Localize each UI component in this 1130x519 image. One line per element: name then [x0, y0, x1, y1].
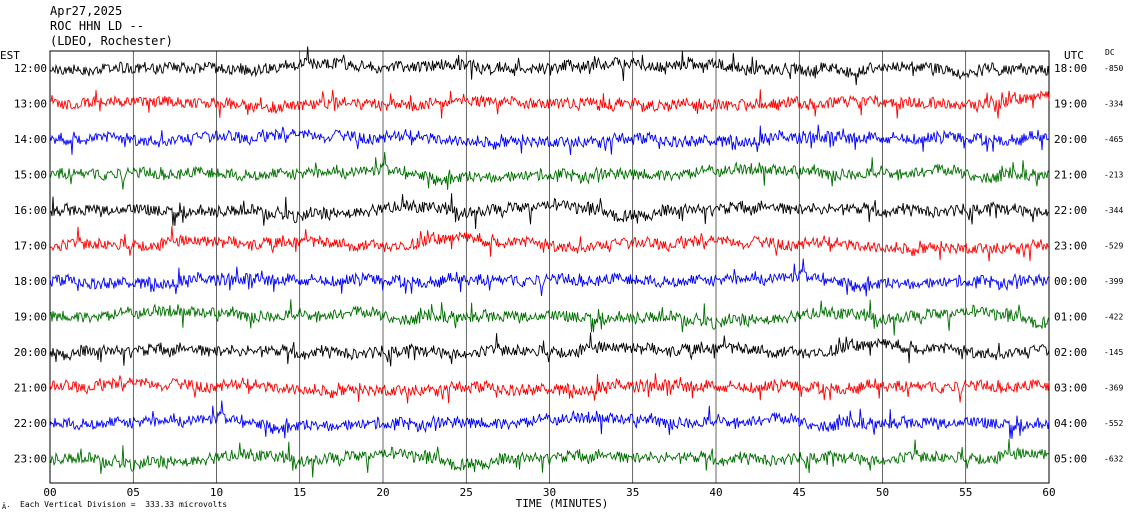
x-tick-label: 40	[709, 486, 722, 499]
row-local-time-label: 22:00	[14, 417, 47, 430]
x-tick-label: 55	[959, 486, 972, 499]
x-axis-title: TIME (MINUTES)	[516, 497, 609, 510]
x-tick-label: 60	[1042, 486, 1055, 499]
seismic-trace	[49, 151, 1050, 190]
x-tick-label: 45	[793, 486, 806, 499]
x-tick-label: 05	[127, 486, 140, 499]
x-tick-label: 00	[43, 486, 56, 499]
row-dc-offset-label: -465	[1104, 135, 1123, 144]
row-local-time-label: 14:00	[14, 133, 47, 146]
row-utc-time-label: 05:00	[1054, 453, 1087, 466]
seismic-trace	[49, 193, 1050, 230]
x-tick-label: 30	[543, 486, 556, 499]
seismic-trace	[49, 225, 1050, 262]
row-dc-offset-label: -369	[1104, 384, 1123, 393]
row-utc-time-label: 01:00	[1054, 311, 1087, 324]
row-local-time-label: 13:00	[14, 98, 47, 111]
row-dc-offset-label: -632	[1104, 455, 1123, 464]
row-dc-offset-label: -850	[1104, 64, 1123, 73]
dc-offset-header: DC	[1105, 48, 1115, 57]
row-utc-time-label: 23:00	[1054, 240, 1087, 253]
seismic-trace	[49, 46, 1050, 86]
row-local-time-label: 17:00	[14, 240, 47, 253]
seismic-trace	[49, 400, 1050, 439]
footer-symbol: Â·	[2, 503, 11, 511]
row-dc-offset-label: -213	[1104, 171, 1123, 180]
row-dc-offset-label: -529	[1104, 242, 1123, 251]
row-local-time-label: 20:00	[14, 346, 47, 359]
row-utc-time-label: 00:00	[1054, 275, 1087, 288]
row-utc-time-label: 04:00	[1054, 417, 1087, 430]
row-utc-time-label: 19:00	[1054, 98, 1087, 111]
utc-timezone-label: UTC	[1064, 49, 1084, 62]
header-date: Apr27,2025	[50, 4, 123, 18]
x-tick-label: 15	[293, 486, 306, 499]
seismic-trace	[49, 258, 1050, 297]
row-utc-time-label: 03:00	[1054, 382, 1087, 395]
row-local-time-label: 19:00	[14, 311, 47, 324]
seismic-trace	[49, 89, 1050, 119]
row-local-time-label: 12:00	[14, 62, 47, 75]
header-station: ROC HHN LD --	[50, 19, 144, 33]
row-utc-time-label: 02:00	[1054, 346, 1087, 359]
row-utc-time-label: 22:00	[1054, 204, 1087, 217]
row-dc-offset-label: -344	[1104, 206, 1123, 215]
row-dc-offset-label: -399	[1104, 277, 1123, 286]
row-local-time-label: 18:00	[14, 275, 47, 288]
x-tick-label: 10	[210, 486, 223, 499]
header-network: (LDEO, Rochester)	[50, 34, 173, 48]
row-utc-time-label: 21:00	[1054, 169, 1087, 182]
x-tick-label: 25	[460, 486, 473, 499]
seismic-trace	[49, 373, 1050, 404]
row-local-time-label: 16:00	[14, 204, 47, 217]
x-tick-label: 35	[626, 486, 639, 499]
row-utc-time-label: 18:00	[1054, 62, 1087, 75]
seismic-trace	[49, 332, 1050, 367]
seismic-trace	[49, 438, 1050, 478]
x-tick-label: 50	[876, 486, 889, 499]
row-dc-offset-label: -145	[1104, 348, 1123, 357]
row-local-time-label: 23:00	[14, 453, 47, 466]
x-tick-label: 20	[376, 486, 389, 499]
row-dc-offset-label: -334	[1104, 100, 1123, 109]
seismic-trace	[49, 299, 1050, 336]
row-dc-offset-label: -552	[1104, 419, 1123, 428]
row-utc-time-label: 20:00	[1054, 133, 1087, 146]
row-local-time-label: 15:00	[14, 169, 47, 182]
row-dc-offset-label: -422	[1104, 313, 1123, 322]
scale-footnote: Each Vertical Division = 333.33 microvol…	[20, 500, 228, 509]
seismic-trace	[49, 124, 1050, 156]
row-local-time-label: 21:00	[14, 382, 47, 395]
local-timezone-label: EST	[0, 49, 20, 62]
